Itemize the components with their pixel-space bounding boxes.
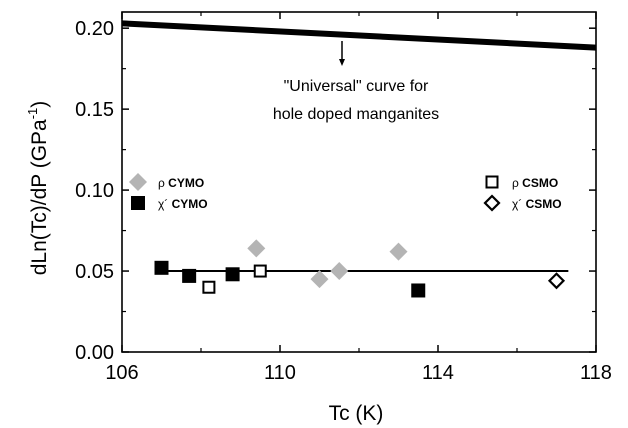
- y-axis-label-main: dLn(Tc)/dP (GPa: [28, 119, 51, 275]
- y-tick-label: 0.15: [75, 99, 114, 121]
- legend-marker: [131, 196, 145, 210]
- legend-symbol: ρ: [158, 176, 168, 190]
- data-point-series-2: [253, 264, 267, 278]
- annotation: "Universal" curve for hole doped mangani…: [273, 41, 439, 123]
- legend-symbol: ρ: [512, 176, 522, 190]
- x-tick-label: 106: [105, 362, 138, 384]
- data-point-series-1: [154, 260, 169, 275]
- data-point-series-1: [225, 267, 240, 282]
- data-point-series-0: [330, 262, 349, 281]
- legend-symbol: χ´: [158, 197, 172, 211]
- data-point-series-2: [202, 280, 216, 294]
- data-point-series-0: [310, 270, 329, 289]
- data-point-series-1: [182, 268, 197, 283]
- annotation-arrow-head: [339, 59, 345, 66]
- y-axis-label-close: ): [28, 101, 51, 108]
- annotation-line-2: hole doped manganites: [273, 106, 439, 123]
- data-point-series-1: [411, 283, 426, 298]
- legend-label: ρ CYMO: [158, 176, 204, 190]
- legend-series-name: CYMO: [168, 176, 204, 190]
- data-point-series-0: [389, 242, 408, 261]
- legend-marker: [129, 173, 147, 191]
- universal-curve: [121, 20, 597, 51]
- legend-label: χ´ CYMO: [158, 197, 208, 211]
- x-tick-label: 110: [264, 362, 296, 384]
- y-tick-label: 0.00: [75, 342, 114, 364]
- y-axis-label-superscript: -1: [25, 108, 40, 120]
- y-axis-label-group: dLn(Tc)/dP (GPa-1): [25, 101, 51, 276]
- y-tick-label: 0.10: [75, 180, 114, 202]
- legend-marker: [485, 175, 499, 189]
- legend-series-name: CSMO: [522, 176, 558, 190]
- legend-symbol: χ´: [512, 197, 526, 211]
- legend-series-name: CSMO: [526, 197, 562, 211]
- legend-marker: [483, 194, 501, 212]
- data-point-series-3: [547, 272, 566, 290]
- x-tick-label: 114: [422, 362, 454, 384]
- x-tick-label: 118: [580, 362, 612, 384]
- legend-label: χ´ CSMO: [512, 197, 562, 211]
- legend-label: ρ CSMO: [512, 176, 558, 190]
- annotation-line-1: "Universal" curve for: [284, 78, 429, 95]
- x-axis-label: Tc (K): [329, 402, 384, 425]
- legend-series-name: CYMO: [172, 197, 208, 211]
- data-points: [154, 239, 566, 298]
- y-tick-label: 0.20: [75, 18, 114, 40]
- y-axis-label: dLn(Tc)/dP (GPa-1): [25, 101, 51, 276]
- y-tick-label: 0.05: [75, 261, 114, 283]
- data-point-series-0: [247, 239, 266, 258]
- axis-ticks: 106 110 114 118 0.00 0.05 0.10 0.15 0.20: [75, 12, 612, 384]
- curves: [121, 20, 597, 273]
